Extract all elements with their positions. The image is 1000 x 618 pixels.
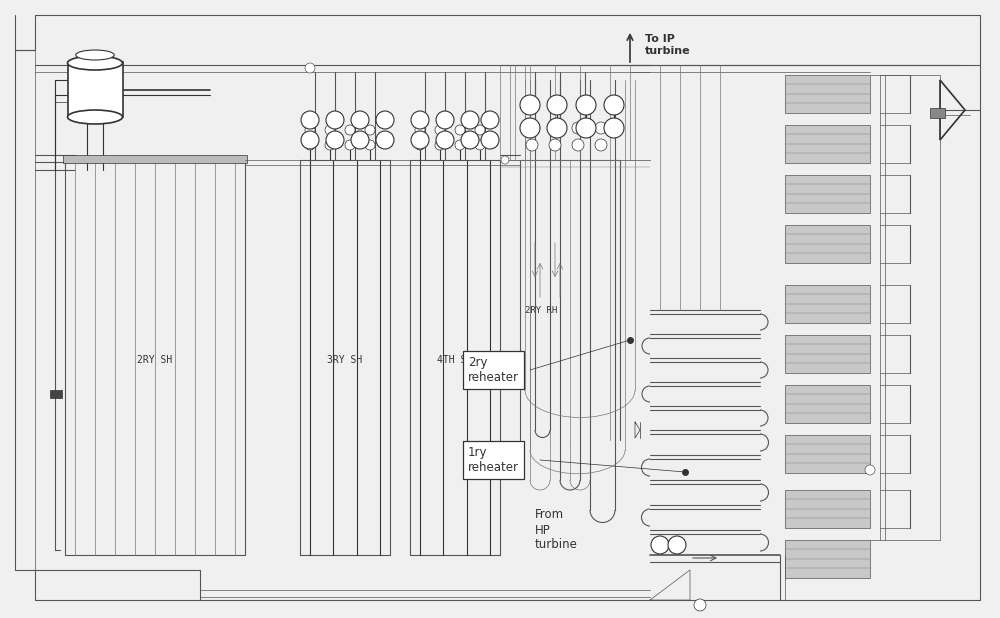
Ellipse shape	[68, 56, 123, 70]
Bar	[50, 390, 62, 398]
Bar	[785, 175, 870, 213]
Circle shape	[576, 95, 596, 115]
Bar	[68, 62, 123, 117]
Circle shape	[481, 111, 499, 129]
Circle shape	[326, 131, 344, 149]
Circle shape	[436, 131, 454, 149]
Bar	[785, 285, 870, 323]
Circle shape	[595, 139, 607, 151]
Circle shape	[461, 131, 479, 149]
Circle shape	[549, 122, 561, 134]
Text: From
HP
turbine: From HP turbine	[535, 509, 578, 551]
Bar	[785, 490, 870, 528]
Text: To IP
turbine: To IP turbine	[645, 34, 691, 56]
Circle shape	[326, 111, 344, 129]
Circle shape	[595, 122, 607, 134]
Circle shape	[547, 95, 567, 115]
Circle shape	[345, 140, 355, 150]
Circle shape	[651, 536, 669, 554]
Circle shape	[415, 125, 425, 135]
Circle shape	[461, 111, 479, 129]
Circle shape	[572, 122, 584, 134]
Circle shape	[455, 140, 465, 150]
Bar	[63, 155, 247, 163]
Circle shape	[411, 131, 429, 149]
Ellipse shape	[68, 110, 123, 124]
Circle shape	[481, 131, 499, 149]
Bar	[785, 435, 870, 473]
Circle shape	[604, 95, 624, 115]
Circle shape	[325, 140, 335, 150]
Circle shape	[325, 125, 335, 135]
Circle shape	[351, 111, 369, 129]
Circle shape	[475, 140, 485, 150]
Circle shape	[376, 131, 394, 149]
Text: 2RY RH: 2RY RH	[525, 305, 557, 315]
Circle shape	[365, 125, 375, 135]
Text: 4TH SH: 4TH SH	[437, 355, 473, 365]
Circle shape	[305, 140, 315, 150]
Text: 2ry
reheater: 2ry reheater	[468, 356, 519, 384]
Circle shape	[415, 140, 425, 150]
Text: 3RY SH: 3RY SH	[327, 355, 363, 365]
Circle shape	[301, 131, 319, 149]
Text: 2RY SH: 2RY SH	[137, 355, 173, 365]
Bar	[785, 225, 870, 263]
Circle shape	[351, 131, 369, 149]
Bar	[930, 108, 945, 118]
Circle shape	[301, 111, 319, 129]
Circle shape	[520, 118, 540, 138]
Circle shape	[520, 95, 540, 115]
Circle shape	[376, 111, 394, 129]
Circle shape	[526, 122, 538, 134]
Circle shape	[436, 111, 454, 129]
Circle shape	[576, 118, 596, 138]
Circle shape	[865, 465, 875, 475]
Circle shape	[526, 139, 538, 151]
Circle shape	[365, 140, 375, 150]
Text: 1ry
reheater: 1ry reheater	[468, 446, 519, 474]
Circle shape	[668, 536, 686, 554]
Circle shape	[305, 125, 315, 135]
Circle shape	[455, 125, 465, 135]
Circle shape	[435, 125, 445, 135]
Circle shape	[475, 125, 485, 135]
Circle shape	[549, 139, 561, 151]
Bar	[785, 540, 870, 578]
Ellipse shape	[76, 50, 114, 60]
Bar	[785, 75, 870, 113]
Circle shape	[694, 599, 706, 611]
Circle shape	[435, 140, 445, 150]
Bar	[785, 335, 870, 373]
Circle shape	[501, 156, 509, 164]
Circle shape	[305, 63, 315, 73]
Circle shape	[572, 139, 584, 151]
Circle shape	[547, 118, 567, 138]
Circle shape	[411, 111, 429, 129]
Bar	[785, 125, 870, 163]
Bar	[785, 385, 870, 423]
Circle shape	[345, 125, 355, 135]
Circle shape	[604, 118, 624, 138]
